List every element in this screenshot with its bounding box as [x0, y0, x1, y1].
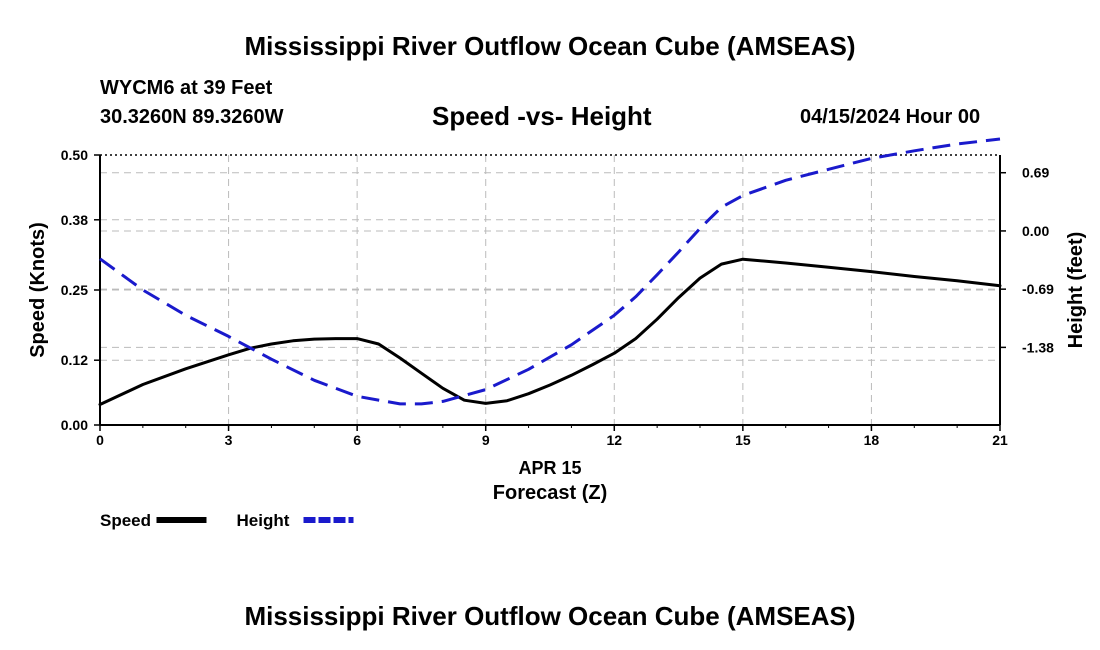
chart-subtitle: Speed -vs- Height [432, 101, 652, 131]
y-tick-label: 0.38 [61, 212, 88, 228]
station-label: WYCM6 at 39 Feet [100, 77, 273, 99]
chart-main-title: Mississippi River Outflow Ocean Cube (AM… [244, 31, 856, 61]
y-tick-label: 0.12 [61, 352, 88, 368]
x-tick-label: 3 [225, 432, 233, 448]
series-line-height [99, 137, 1001, 406]
y-tick-label: 0.50 [61, 147, 88, 163]
x-tick-label: 9 [482, 432, 490, 448]
y2-tick-label: -0.69 [1022, 281, 1054, 297]
x-tick-label: 6 [353, 432, 361, 448]
x-tick-label: 15 [735, 432, 751, 448]
series-line-speed [98, 257, 1002, 406]
x-tick-label: 12 [606, 432, 622, 448]
legend-label-speed: Speed [100, 511, 151, 530]
x-tick-label: 18 [864, 432, 880, 448]
forecast-datetime: 04/15/2024 Hour 00 [800, 106, 981, 128]
y-tick-label: 0.25 [61, 282, 88, 298]
y2-tick-label: 0.00 [1022, 223, 1049, 239]
x-axis-title: Forecast (Z) [492, 482, 608, 504]
x-tick-label: 21 [992, 432, 1008, 448]
x-tick-label: 0 [96, 432, 104, 448]
y-axis-title: Speed (Knots) [27, 222, 49, 358]
y2-tick-label: -1.38 [1022, 339, 1054, 355]
y2-axis-title: Height (feet) [1065, 232, 1087, 349]
legend-label-height: Height [237, 511, 290, 530]
chart-footer-title: Mississippi River Outflow Ocean Cube (AM… [244, 601, 856, 631]
y-tick-label: 0.00 [61, 417, 88, 433]
x-axis-date-label: APR 15 [518, 458, 582, 478]
station-coordinates: 30.3260N 89.3260W [100, 106, 284, 128]
y2-tick-label: 0.69 [1022, 165, 1049, 181]
